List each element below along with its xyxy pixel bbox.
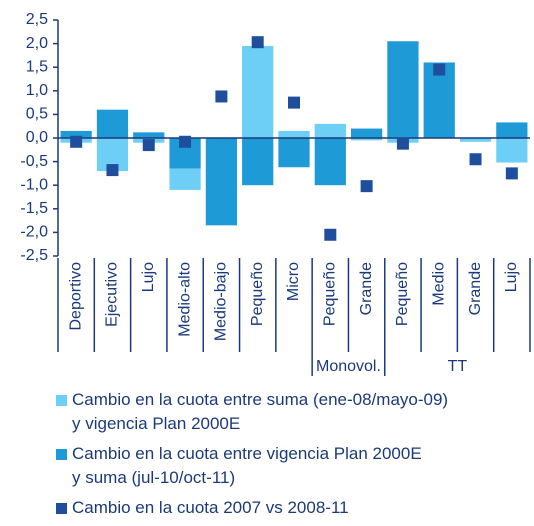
x-tick-label: Ejecutivo [104, 262, 121, 327]
x-tick-label: Pequeño [249, 262, 266, 326]
x-tick-label: Deportivo [67, 262, 84, 331]
bar [242, 138, 274, 186]
marker [396, 137, 409, 150]
y-tick-label: -2,5 [20, 247, 48, 264]
x-tick-label: Medio [430, 262, 447, 306]
bar [496, 122, 528, 138]
marker [505, 167, 518, 180]
marker [179, 135, 192, 148]
bar [169, 168, 201, 190]
y-tick-label: 1,0 [26, 82, 48, 99]
group-label: TT [448, 358, 468, 375]
bar [314, 138, 346, 186]
marker [215, 90, 228, 103]
x-tick-label: Micro [285, 262, 302, 301]
chart: 2,5 2,0 1,5 1,0 0,5 0,0 -0,5 -1,0 -1,5 -2,0 -2,5 De… [20, 11, 531, 376]
bar [60, 130, 92, 138]
marker [433, 63, 446, 76]
y-tick-label: -1,5 [20, 200, 48, 217]
y-tick-label: 2,5 [26, 11, 48, 28]
x-tick-label: Pequeño [394, 262, 411, 326]
x-tick-label: Lujo [140, 262, 157, 292]
y-tick-label: 0,0 [26, 129, 48, 146]
x-tick-label: Medio-bajo [213, 262, 230, 341]
legend-label: Cambio en la cuota 2007 vs 2008-11 [72, 498, 349, 517]
bar [351, 138, 383, 141]
legend-item: Cambio en la cuota entre suma (ene-08/ma… [56, 388, 531, 436]
legend-swatch [56, 449, 67, 460]
x-tick-label: Pequeño [322, 262, 339, 326]
legend-item: Cambio en la cuota 2007 vs 2008-11 [56, 496, 531, 520]
bar [314, 123, 346, 138]
marker [360, 180, 373, 193]
legend-label: Cambio en la cuota entre vigencia Plan 2… [72, 444, 422, 487]
marker [324, 228, 337, 241]
x-tick-label: Lujo [503, 262, 520, 292]
x-tick-label: Medio-alto [176, 262, 193, 337]
legend-item: Cambio en la cuota entre vigencia Plan 2… [56, 442, 531, 490]
marker [469, 153, 482, 166]
y-tick-label: 2,0 [26, 35, 48, 52]
bar [278, 130, 310, 138]
x-tick-label: Grande [358, 262, 375, 315]
bar [133, 132, 165, 138]
marker [142, 139, 155, 152]
y-tick-label: 0,5 [26, 106, 48, 123]
bar [351, 128, 383, 138]
bar [205, 138, 237, 226]
y-tick-label: -1,0 [20, 176, 48, 193]
marker [288, 96, 300, 109]
y-tick-label: 1,5 [26, 58, 48, 75]
y-tick-label: -0,5 [20, 153, 48, 170]
x-tick-label: Grande [467, 262, 484, 315]
bar [387, 41, 419, 138]
legend: Cambio en la cuota entre suma (ene-08/ma… [56, 388, 531, 526]
bar [459, 138, 492, 142]
bar [242, 45, 274, 138]
bar [496, 138, 528, 163]
y-tick-label: -2,0 [20, 224, 48, 241]
marker [70, 135, 83, 148]
legend-swatch [56, 395, 67, 406]
legend-swatch [56, 503, 67, 514]
marker [251, 36, 264, 49]
group-label: Monovol. [316, 358, 381, 375]
bar [278, 138, 310, 168]
legend-label: Cambio en la cuota entre suma (ene-08/ma… [72, 390, 449, 433]
marker [106, 164, 119, 177]
bar [96, 109, 129, 138]
